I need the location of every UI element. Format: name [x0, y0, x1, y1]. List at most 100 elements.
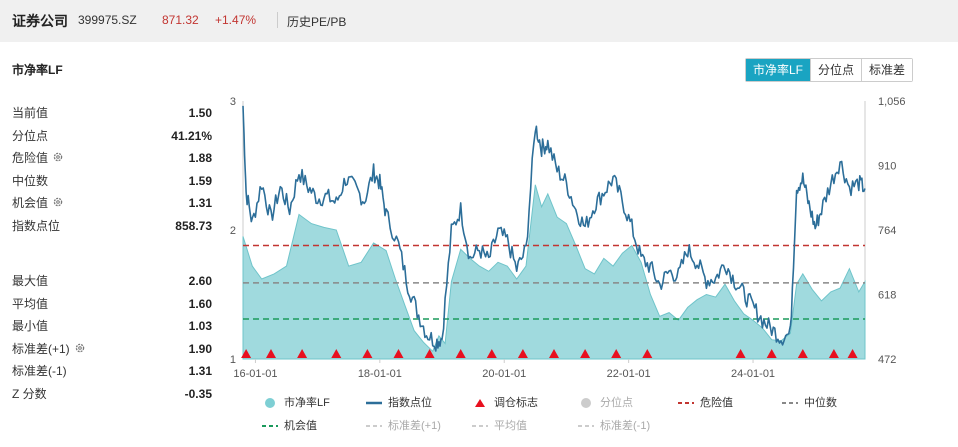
- pb-chart[interactable]: 3 2 1 1,056 910 764 618 472 16-01-01 18-01-01 20-0…: [0, 42, 958, 447]
- legend-dash-icon: [262, 425, 278, 428]
- legend-item[interactable]: 平均值: [472, 417, 527, 433]
- legend-label: 平均值: [494, 420, 527, 432]
- legend-item[interactable]: 中位数: [782, 394, 837, 410]
- rebalance-marker: [455, 349, 466, 358]
- tab-std-dev[interactable]: 标准差: [861, 59, 913, 81]
- rebalance-marker: [486, 349, 497, 358]
- stat-label: 中位数: [12, 173, 49, 188]
- stat-label: Z 分数: [12, 386, 47, 401]
- rebalance-marker: [331, 349, 342, 358]
- stats-top: 当前值 1.50 分位点 41.21% 危险值 1.88 中位数 1.59 机会…: [12, 102, 212, 238]
- stat-row-opportunity: 机会值 1.31: [12, 192, 212, 215]
- rebalance-marker: [265, 349, 276, 358]
- history-pe-pb-link[interactable]: 历史PE/PB: [287, 15, 347, 29]
- y-right-tick-label: 910: [878, 161, 896, 173]
- y-left-tick-label: 3: [230, 96, 236, 108]
- stat-value: 2.60: [188, 274, 212, 288]
- x-tick-label: 24-01-01: [731, 368, 775, 380]
- legend-item[interactable]: 市净率LF: [262, 394, 330, 410]
- rebalance-marker: [517, 349, 528, 358]
- rebalance-marker: [549, 349, 559, 358]
- stat-value: 1.90: [188, 341, 212, 356]
- gear-icon[interactable]: [74, 342, 86, 354]
- stat-row-max: 最大值 2.60: [12, 270, 212, 293]
- rebalance-marker: [580, 349, 591, 358]
- rebalance-marker: [735, 349, 746, 358]
- series-index-line: [242, 105, 866, 352]
- x-tick-label: 20-01-01: [482, 368, 526, 380]
- stat-value: 858.73: [175, 218, 212, 233]
- stat-label: 分位点: [12, 128, 49, 143]
- legend-dot-icon: [265, 398, 275, 409]
- stat-label: 最大值: [12, 274, 49, 288]
- header-divider: [277, 12, 278, 28]
- stat-row-index-level: 指数点位 858.73: [12, 215, 212, 238]
- rebalance-marker: [828, 349, 839, 358]
- legend-item[interactable]: 机会值: [262, 417, 317, 433]
- legend-dash-icon: [578, 425, 594, 428]
- rebalance-marker: [642, 349, 653, 358]
- stat-label: 机会值: [12, 196, 49, 211]
- stat-row-std-minus: 标准差(-1) 1.31: [12, 360, 212, 383]
- x-tick-label: 16-01-01: [233, 368, 277, 380]
- stat-value: 1.03: [188, 319, 212, 334]
- legend-item[interactable]: 指数点位: [366, 394, 432, 410]
- legend-label: 危险值: [700, 397, 733, 409]
- panel-title: 市净率LF: [12, 63, 63, 77]
- rebalance-marker: [611, 349, 622, 358]
- rebalance-marker: [847, 349, 858, 358]
- stat-value: 1.31: [188, 364, 212, 379]
- legend-label: 指数点位: [388, 397, 432, 409]
- rebalance-marker: [424, 349, 435, 358]
- stat-row-current: 当前值 1.50: [12, 102, 212, 125]
- stat-value: 41.21%: [171, 128, 212, 143]
- legend-label: 机会值: [284, 420, 317, 432]
- stat-label-wrap: 标准差(+1): [12, 338, 86, 360]
- legend-label: 市净率LF: [284, 397, 330, 409]
- y-left-tick-label: 1: [230, 354, 236, 366]
- legend-label: 标准差(+1): [388, 420, 441, 432]
- index-change: +1.47%: [215, 13, 257, 27]
- stat-row-std-plus: 标准差(+1) 1.90: [12, 338, 212, 361]
- tab-percentile[interactable]: 分位点: [810, 59, 862, 81]
- legend-dash-icon: [678, 402, 694, 405]
- legend-dot-icon: [581, 398, 591, 409]
- stat-label: 标准差(+1): [12, 341, 70, 356]
- legend-triangle-icon: [475, 399, 485, 408]
- legend-item[interactable]: 标准差(+1): [366, 417, 441, 433]
- stat-value: 1.88: [188, 151, 212, 166]
- stats-bottom: 最大值 2.60 平均值 1.60 最小值 1.03 标准差(+1) 1.90 …: [12, 270, 212, 406]
- stat-value: 1.50: [188, 106, 212, 120]
- y-left-tick-label: 2: [230, 225, 236, 237]
- stat-row-percentile: 分位点 41.21%: [12, 125, 212, 148]
- rebalance-marker: [797, 349, 808, 358]
- index-code: 399975.SZ: [78, 13, 137, 27]
- stat-label: 平均值: [12, 296, 49, 311]
- stat-label: 最小值: [12, 319, 49, 334]
- rebalance-marker: [393, 349, 404, 358]
- legend-label: 调仓标志: [494, 397, 538, 409]
- legend-item[interactable]: 分位点: [578, 394, 633, 410]
- tab-pb-lf[interactable]: 市净率LF: [746, 59, 811, 81]
- stat-row-zscore: Z 分数 -0.35: [12, 383, 212, 406]
- y-right-tick-label: 618: [878, 290, 896, 302]
- stat-row-min: 最小值 1.03: [12, 315, 212, 338]
- gear-icon[interactable]: [52, 151, 64, 163]
- rebalance-marker: [241, 349, 252, 358]
- rebalance-marker: [362, 349, 373, 358]
- gear-icon[interactable]: [52, 196, 64, 208]
- stat-label-wrap: 机会值: [12, 192, 64, 214]
- header-bar: 证券公司 399975.SZ 871.32 +1.47% 历史PE/PB: [0, 0, 958, 42]
- x-tick-label: 18-01-01: [358, 368, 402, 380]
- rebalance-marker: [297, 349, 308, 358]
- legend-item[interactable]: 调仓标志: [472, 394, 538, 410]
- stat-row-mean: 平均值 1.60: [12, 293, 212, 316]
- legend-item[interactable]: 标准差(-1): [578, 417, 650, 433]
- legend-dash-icon: [782, 402, 798, 405]
- legend-label: 标准差(-1): [600, 420, 651, 432]
- stat-label: 危险值: [12, 151, 49, 166]
- legend-dash-icon: [366, 425, 382, 428]
- legend-item[interactable]: 危险值: [678, 394, 733, 410]
- y-right-tick-label: 764: [878, 225, 896, 237]
- stat-label-wrap: 危险值: [12, 147, 64, 169]
